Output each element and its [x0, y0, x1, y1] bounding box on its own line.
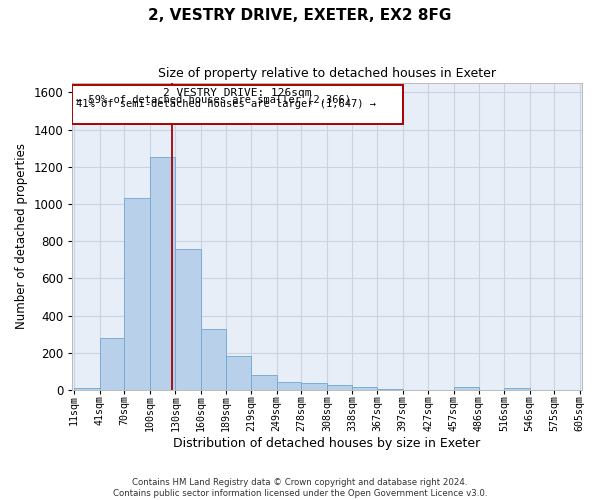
Bar [454, 387, 479, 390]
Text: 41% of semi-detached houses are larger (1,647) →: 41% of semi-detached houses are larger (… [76, 99, 376, 109]
Text: ← 59% of detached houses are smaller (2,366): ← 59% of detached houses are smaller (2,… [76, 94, 351, 104]
Bar [100, 338, 124, 390]
Bar [377, 389, 403, 390]
Bar [74, 388, 100, 390]
Bar [150, 158, 175, 390]
Text: 2 VESTRY DRIVE: 126sqm: 2 VESTRY DRIVE: 126sqm [163, 88, 312, 99]
Text: Contains HM Land Registry data © Crown copyright and database right 2024.
Contai: Contains HM Land Registry data © Crown c… [113, 478, 487, 498]
Bar [124, 198, 150, 390]
Y-axis label: Number of detached properties: Number of detached properties [15, 144, 28, 330]
Bar [175, 248, 201, 390]
Bar [73, 85, 403, 124]
Text: 2, VESTRY DRIVE, EXETER, EX2 8FG: 2, VESTRY DRIVE, EXETER, EX2 8FG [148, 8, 452, 22]
Bar [352, 387, 377, 390]
Bar [251, 375, 277, 390]
Bar [201, 328, 226, 390]
Bar [301, 383, 327, 390]
Title: Size of property relative to detached houses in Exeter: Size of property relative to detached ho… [158, 68, 496, 80]
Bar [226, 356, 251, 390]
Bar [327, 385, 352, 390]
Bar [504, 388, 530, 390]
X-axis label: Distribution of detached houses by size in Exeter: Distribution of detached houses by size … [173, 437, 481, 450]
Bar [277, 382, 301, 390]
